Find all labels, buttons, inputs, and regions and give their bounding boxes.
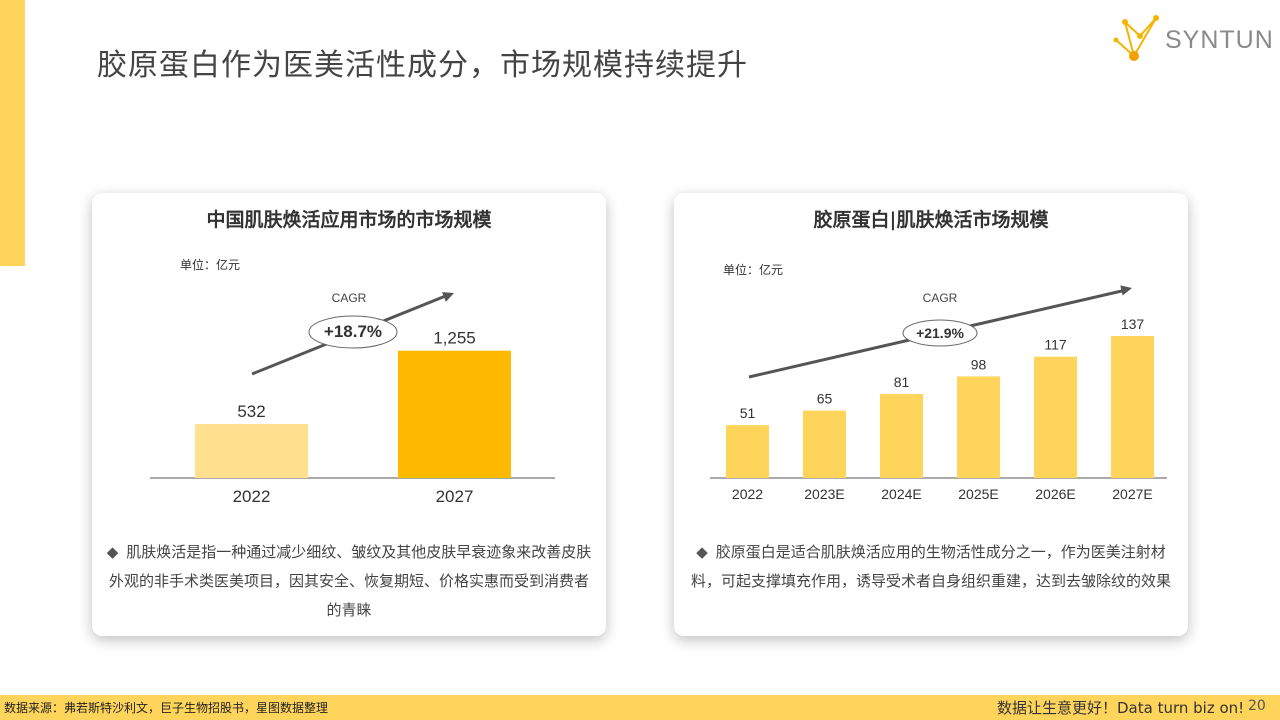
cagr-value: +18.7% [324,322,382,341]
bar-2027E [1111,336,1154,478]
diamond-icon: ◆ [696,543,708,561]
chart-card-left: 中国肌肤焕活应用市场的市场规模 单位：亿元 532 2022 1,255 2027 +1… [92,193,606,636]
chart-note: ◆ 胶原蛋白是适合肌肤焕活应用的生物活性成分之一，作为医美注射材料，可起支撑填充作… [688,538,1174,596]
chart-title: 胶原蛋白|肌肤焕活市场规模 [813,209,1049,231]
chart-right: 51 2022 65 2023E 81 2024E 98 2025E 117 2026E 137 20… [710,285,1167,502]
arrow-head-icon [1120,285,1132,296]
syntun-logo-icon [1113,15,1159,61]
bar-2025E [957,376,1000,478]
bar-2022 [726,425,769,478]
bar-2022 [195,424,308,478]
data-label: 532 [237,402,265,421]
x-tick-label: 2022 [233,487,271,506]
note-text: 肌肤焕活是指一种通过减少细纹、皱纹及其他皮肤早衰迹象来改善皮肤外观的非手术类医美… [108,543,592,619]
x-tick-label: 2022 [732,486,763,502]
arrow-head-icon [442,292,454,302]
logo-text: SYNTUN [1165,26,1274,54]
unit-label: 单位：亿元 [180,258,241,272]
bar-2023E [803,410,846,478]
page-number: 20 [1248,698,1266,714]
cagr-label: CAGR [923,291,958,305]
data-label: 51 [740,405,756,421]
data-label: 81 [894,374,910,390]
cagr-label: CAGR [332,291,367,305]
data-label: 117 [1044,337,1067,353]
bar-2027 [398,350,511,478]
unit-label: 单位：亿元 [723,263,784,277]
accent-bar [0,0,25,266]
data-label: 137 [1121,316,1145,332]
footer-bar: 数据来源：弗若斯特沙利文，巨子生物招股书，星图数据整理 数据让生意更好！Data… [0,695,1280,720]
x-tick-label: 2025E [958,486,998,502]
x-tick-label: 2027 [436,487,474,506]
x-tick-label: 2026E [1035,486,1075,502]
chart-left: 532 2022 1,255 2027 +18.7% CAGR [150,291,555,506]
chart-title: 中国肌肤焕活应用市场的市场规模 [206,209,492,231]
cagr-value: +21.9% [916,325,964,341]
page-title: 胶原蛋白作为医美活性成分，市场规模持续提升 [97,48,748,83]
cagr-ellipse [308,315,398,349]
chart-card-right: 胶原蛋白|肌肤焕活市场规模 单位：亿元 51 2022 65 2023E 81 2024E… [674,193,1188,636]
diamond-icon: ◆ [106,543,119,561]
footer-slogan: 数据让生意更好！Data turn biz on! [997,699,1245,717]
x-tick-label: 2027E [1112,486,1152,502]
cagr-ellipse [902,319,978,347]
chart-note: ◆ 肌肤焕活是指一种通过减少细纹、皱纹及其他皮肤早衰迹象来改善皮肤外观的非手术类医… [106,538,592,625]
bar-2026E [1034,356,1077,478]
x-tick-label: 2024E [881,486,921,502]
data-label: 98 [971,356,987,372]
footer-source: 数据来源：弗若斯特沙利文，巨子生物招股书，星图数据整理 [4,701,329,715]
data-label: 1,255 [433,329,476,348]
note-text: 胶原蛋白是适合肌肤焕活应用的生物活性成分之一，作为医美注射材料，可起支撑填充作用… [690,543,1171,590]
data-label: 65 [817,391,833,407]
bar-2024E [880,394,923,478]
x-tick-label: 2023E [804,486,844,502]
